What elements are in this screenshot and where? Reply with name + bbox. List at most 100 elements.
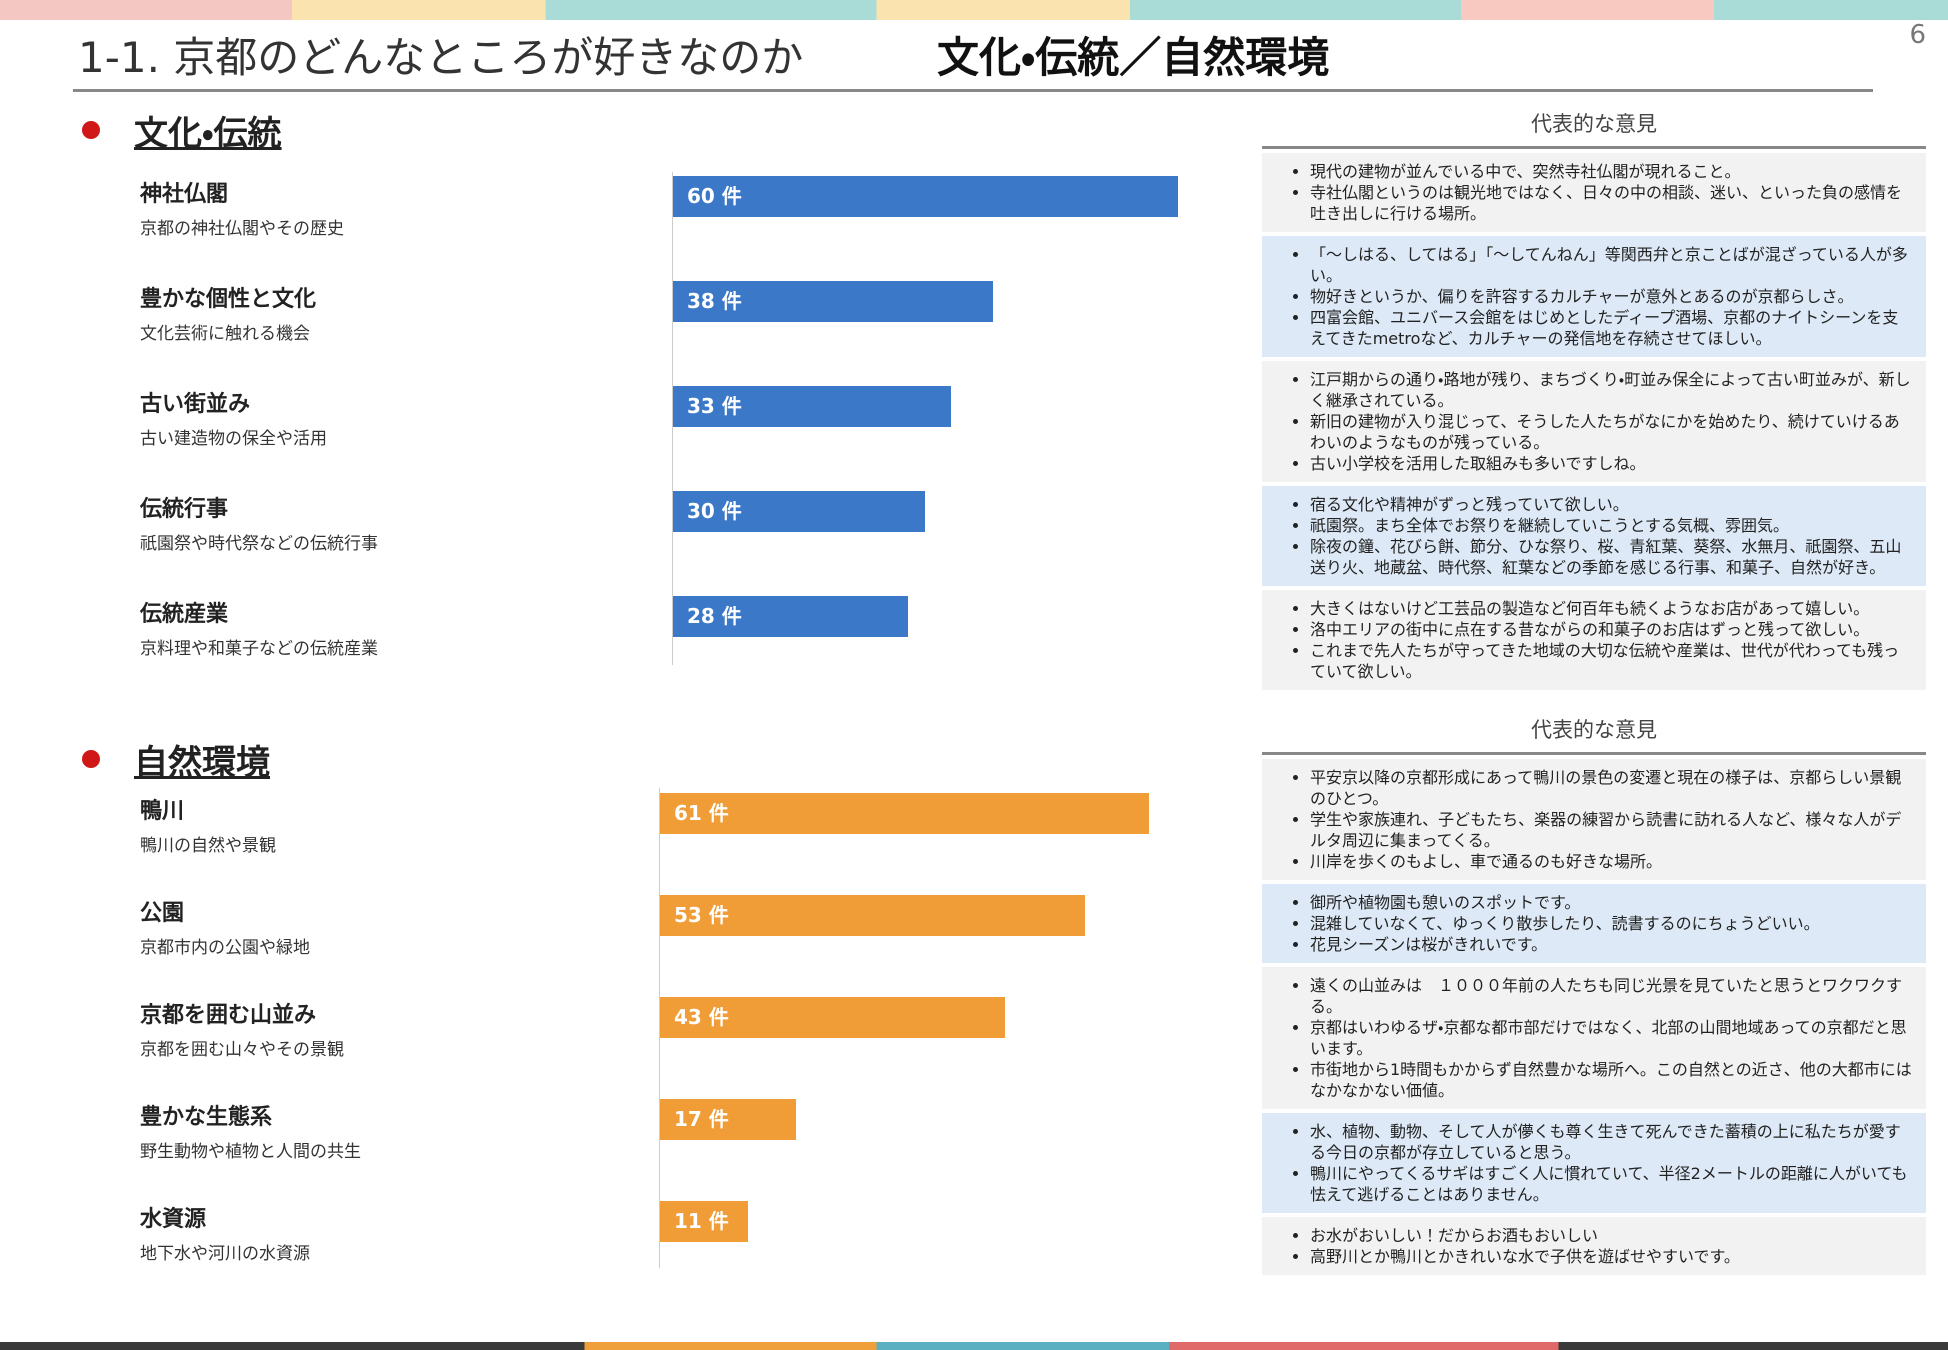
opinion-item: 平安京以降の京都形成にあって鴨川の景色の変遷と現在の様子は、京都らしい景観のひと… [1310, 767, 1914, 809]
bottom-strip [0, 1342, 1948, 1350]
opinion-panel: 代表的な意見平安京以降の京都形成にあって鴨川の景色の変遷と現在の様子は、京都らし… [1262, 714, 1926, 1275]
bar [660, 1099, 797, 1140]
opinion-item: お水がおいしい！だからお酒もおいしい [1310, 1225, 1914, 1246]
bar [673, 281, 993, 322]
opinion-group: 宿る文化や精神がずっと残っていて欲しい。祇園祭。まち全体でお祭りを継続していこう… [1262, 486, 1926, 586]
opinion-item: 水、植物、動物、そして人が儚くも尊く生きて死んできた蓄積の上に私たちが愛する今日… [1310, 1121, 1914, 1163]
category-description: 文化芸術に触れる機会 [140, 324, 310, 344]
section-title: 自然環境 [134, 743, 270, 783]
page-number: 6 [1909, 20, 1926, 50]
section-marker [82, 750, 100, 768]
opinion-item: 花見シーズンは桜がきれいです。 [1310, 934, 1914, 955]
opinion-item: 祇園祭。まち全体でお祭りを継続していこうとする気概、雰囲気。 [1310, 515, 1914, 536]
value-label: 61 件 [674, 801, 729, 825]
category-description: 野生動物や植物と人間の共生 [140, 1142, 361, 1162]
opinion-item: 宿る文化や精神がずっと残っていて欲しい。 [1310, 494, 1914, 515]
opinion-group: お水がおいしい！だからお酒もおいしい高野川とか鴨川とかきれいな水で子供を遊ばせや… [1262, 1217, 1926, 1275]
opinion-list: 平安京以降の京都形成にあって鴨川の景色の変遷と現在の様子は、京都らしい景観のひと… [1306, 767, 1914, 872]
value-label: 11 件 [674, 1209, 729, 1233]
opinion-item: 現代の建物が並んでいる中で、突然寺社仏閣が現れること。 [1310, 161, 1914, 182]
opinion-list: 御所や植物園も憩いのスポットです。混雑していなくて、ゆっくり散歩したり、読書する… [1306, 892, 1914, 955]
opinion-list: 江戸期からの通り・路地が残り、まちづくり・町並み保全によって古い町並みが、新しく… [1306, 369, 1914, 474]
value-axis [659, 788, 660, 1268]
bar [673, 176, 1178, 217]
category-label: 水資源 [140, 1207, 207, 1232]
opinion-group: 「～しはる、してはる」「～してんねん」等関西弁と京ことばが混ざっている人が多い。… [1262, 236, 1926, 357]
value-axis [672, 172, 673, 665]
title-rule [73, 89, 1873, 92]
value-label: 28 件 [687, 604, 742, 628]
section-marker [82, 121, 100, 139]
opinion-group: 平安京以降の京都形成にあって鴨川の景色の変遷と現在の様子は、京都らしい景観のひと… [1262, 759, 1926, 880]
bar [673, 386, 951, 427]
value-label: 53 件 [674, 903, 729, 927]
category-label: 古い街並み [140, 392, 251, 417]
category-label: 豊かな個性と文化 [140, 287, 317, 312]
opinion-heading: 代表的な意見 [1262, 108, 1926, 149]
opinion-item: 洛中エリアの街中に点在する昔ながらの和菓子のお店はずっと残って欲しい。 [1310, 619, 1914, 640]
category-description: 京都の神社仏閣やその歴史 [140, 219, 344, 239]
slide-title: 1-1. 京都のどんなところが好きなのか [78, 33, 804, 82]
slide-subtitle: 文化・伝統／自然環境 [937, 33, 1330, 82]
value-label: 30 件 [687, 499, 742, 523]
category-label: 鴨川 [140, 799, 185, 824]
opinion-item: 市街地から1時間もかからず自然豊かな場所へ。この自然との近さ、他の大都市にはなか… [1310, 1059, 1914, 1101]
category-label: 伝統行事 [140, 497, 229, 522]
opinion-item: 川岸を歩くのもよし、車で通るのも好きな場所。 [1310, 851, 1914, 872]
opinion-panel: 代表的な意見現代の建物が並んでいる中で、突然寺社仏閣が現れること。寺社仏閣という… [1262, 108, 1926, 690]
opinion-item: 新旧の建物が入り混じって、そうした人たちがなにかを始めたり、続けていけるあわいの… [1310, 411, 1914, 453]
opinion-heading: 代表的な意見 [1262, 714, 1926, 755]
bar [660, 793, 1150, 834]
opinion-group: 水、植物、動物、そして人が儚くも尊く生きて死んできた蓄積の上に私たちが愛する今日… [1262, 1113, 1926, 1213]
opinion-item: 京都はいわゆるザ・京都な都市部だけではなく、北部の山間地域あっての京都だと思いま… [1310, 1017, 1914, 1059]
value-label: 38 件 [687, 289, 742, 313]
category-description: 古い建造物の保全や活用 [140, 429, 327, 449]
opinion-list: 水、植物、動物、そして人が儚くも尊く生きて死んできた蓄積の上に私たちが愛する今日… [1306, 1121, 1914, 1205]
top-strip [0, 0, 1948, 20]
category-description: 京料理や和菓子などの伝統産業 [140, 639, 378, 659]
bar [673, 491, 926, 532]
opinion-list: 「～しはる、してはる」「～してんねん」等関西弁と京ことばが混ざっている人が多い。… [1306, 244, 1914, 349]
opinion-groups: 現代の建物が並んでいる中で、突然寺社仏閣が現れること。寺社仏閣というのは観光地で… [1262, 153, 1926, 690]
opinion-group: 江戸期からの通り・路地が残り、まちづくり・町並み保全によって古い町並みが、新しく… [1262, 361, 1926, 482]
opinion-item: 四富会館、ユニバース会館をはじめとしたディープ酒場、京都のナイトシーンを支えてき… [1310, 307, 1914, 349]
bar [660, 1201, 749, 1242]
opinion-list: 現代の建物が並んでいる中で、突然寺社仏閣が現れること。寺社仏閣というのは観光地で… [1306, 161, 1914, 224]
bar [660, 895, 1086, 936]
bar [673, 596, 909, 637]
category-description: 京都市内の公園や緑地 [140, 938, 310, 958]
value-label: 17 件 [674, 1107, 729, 1131]
opinion-list: 遠くの山並みは １０００年前の人たちも同じ光景を見ていたと思うとワクワクする。京… [1306, 975, 1914, 1101]
value-label: 33 件 [687, 394, 742, 418]
opinion-group: 現代の建物が並んでいる中で、突然寺社仏閣が現れること。寺社仏閣というのは観光地で… [1262, 153, 1926, 232]
category-label: 神社仏閣 [140, 182, 229, 207]
value-label: 60 件 [687, 184, 742, 208]
opinion-list: お水がおいしい！だからお酒もおいしい高野川とか鴨川とかきれいな水で子供を遊ばせや… [1306, 1225, 1914, 1267]
opinion-item: 遠くの山並みは １０００年前の人たちも同じ光景を見ていたと思うとワクワクする。 [1310, 975, 1914, 1017]
category-label: 豊かな生態系 [140, 1105, 273, 1130]
opinion-group: 大きくはないけど工芸品の製造など何百年も続くようなお店があって嬉しい。洛中エリア… [1262, 590, 1926, 690]
opinion-item: 学生や家族連れ、子どもたち、楽器の練習から読書に訪れる人など、様々な人がデルタ周… [1310, 809, 1914, 851]
opinion-list: 宿る文化や精神がずっと残っていて欲しい。祇園祭。まち全体でお祭りを継続していこう… [1306, 494, 1914, 578]
category-label: 公園 [140, 901, 185, 926]
opinion-list: 大きくはないけど工芸品の製造など何百年も続くようなお店があって嬉しい。洛中エリア… [1306, 598, 1914, 682]
opinion-group: 遠くの山並みは １０００年前の人たちも同じ光景を見ていたと思うとワクワクする。京… [1262, 967, 1926, 1109]
category-description: 地下水や河川の水資源 [140, 1244, 310, 1264]
opinion-item: これまで先人たちが守ってきた地域の大切な伝統や産業は、世代が代わっても残っていて… [1310, 640, 1914, 682]
value-label: 43 件 [674, 1005, 729, 1029]
category-description: 祇園祭や時代祭などの伝統行事 [140, 534, 378, 554]
opinion-group: 御所や植物園も憩いのスポットです。混雑していなくて、ゆっくり散歩したり、読書する… [1262, 884, 1926, 963]
opinion-item: 高野川とか鴨川とかきれいな水で子供を遊ばせやすいです。 [1310, 1246, 1914, 1267]
section-title: 文化・伝統 [134, 114, 282, 154]
opinion-item: 物好きというか、偏りを許容するカルチャーが意外とあるのが京都らしさ。 [1310, 286, 1914, 307]
opinion-item: 御所や植物園も憩いのスポットです。 [1310, 892, 1914, 913]
opinion-item: 寺社仏閣というのは観光地ではなく、日々の中の相談、迷い、といった負の感情を吐き出… [1310, 182, 1914, 224]
opinion-item: 古い小学校を活用した取組みも多いですしね。 [1310, 453, 1914, 474]
opinion-item: 「～しはる、してはる」「～してんねん」等関西弁と京ことばが混ざっている人が多い。 [1310, 244, 1914, 286]
opinion-item: 除夜の鐘、花びら餅、節分、ひな祭り、桜、青紅葉、葵祭、水無月、祇園祭、五山送り火… [1310, 536, 1914, 578]
opinion-item: 大きくはないけど工芸品の製造など何百年も続くようなお店があって嬉しい。 [1310, 598, 1914, 619]
opinion-item: 混雑していなくて、ゆっくり散歩したり、読書するのにちょうどいい。 [1310, 913, 1914, 934]
opinion-item: 鴨川にやってくるサギはすごく人に慣れていて、半径2メートルの距離に人がいても怯え… [1310, 1163, 1914, 1205]
